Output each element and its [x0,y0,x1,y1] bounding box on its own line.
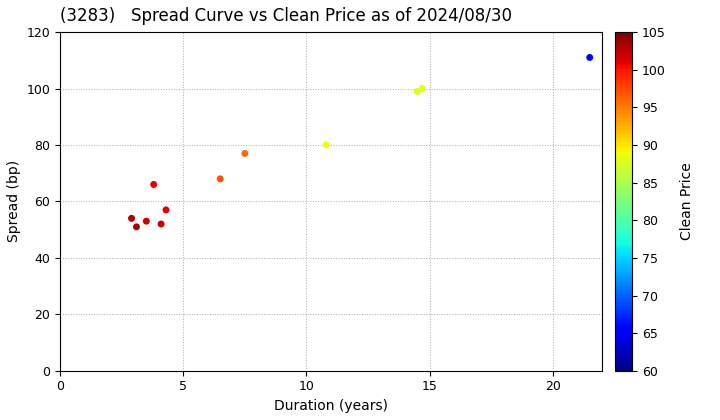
Point [156,220,167,227]
Point [161,207,172,213]
Point [239,150,251,157]
Y-axis label: Clean Price: Clean Price [680,163,693,240]
Text: (3283)   Spread Curve vs Clean Price as of 2024/08/30: (3283) Spread Curve vs Clean Price as of… [60,7,512,25]
Point [412,88,423,94]
Point [140,218,152,225]
Point [320,142,332,148]
X-axis label: Duration (years): Duration (years) [274,399,388,413]
Point [215,176,226,182]
Point [584,54,595,61]
Point [148,181,159,188]
Point [126,215,138,222]
Y-axis label: Spread (bp): Spread (bp) [7,160,21,242]
Point [416,85,428,92]
Point [131,223,143,230]
